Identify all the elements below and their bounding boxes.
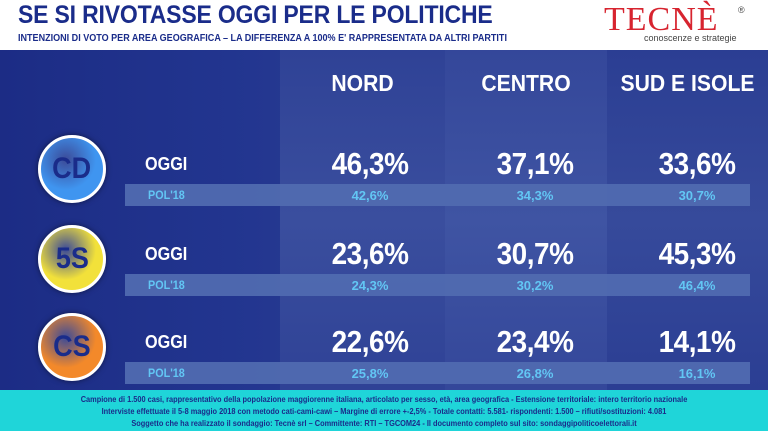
5s-oggi-nord: 23,6% — [331, 236, 409, 271]
footer-line-source: Soggetto che ha realizzato il sondaggio:… — [131, 418, 637, 428]
pol18-label: POL'18 — [148, 278, 185, 292]
party-badge-cs: CS — [38, 313, 106, 381]
column-bg-nord — [280, 50, 445, 390]
page-title: SE SI RIVOTASSE OGGI PER LE POLITICHE — [18, 1, 493, 29]
registered-mark: ® — [738, 5, 745, 15]
pol18-label: POL'18 — [148, 366, 185, 380]
cs-oggi-nord: 22,6% — [331, 324, 409, 359]
cs-oggi-sud: 14,1% — [658, 324, 736, 359]
cd-pol18-nord: 42,6% — [351, 188, 389, 203]
party-label-5s: 5S — [55, 242, 89, 275]
methodology-footer: Campione di 1.500 casi, rappresentativo … — [0, 390, 768, 431]
logo-tagline: conoscenze e strategie — [644, 33, 737, 43]
region-header-sud: SUD E ISOLE — [620, 70, 755, 96]
5s-pol18-centro: 30,2% — [516, 278, 554, 293]
column-bg-centro — [445, 50, 607, 390]
5s-pol18-nord: 24,3% — [351, 278, 389, 293]
5s-oggi-centro: 30,7% — [496, 236, 574, 271]
oggi-label: OGGI — [145, 244, 188, 264]
party-label-cd: CD — [52, 152, 92, 185]
column-bg-sud — [607, 50, 768, 390]
pol18-bar — [125, 362, 750, 384]
pol18-bar — [125, 274, 750, 296]
cd-oggi-nord: 46,3% — [331, 146, 409, 181]
header-bar: SE SI RIVOTASSE OGGI PER LE POLITICHE IN… — [0, 0, 768, 50]
cd-pol18-centro: 34,3% — [516, 188, 554, 203]
footer-line-sample: Campione di 1.500 casi, rappresentativo … — [80, 394, 688, 404]
cd-oggi-centro: 37,1% — [496, 146, 574, 181]
footer-line-interviews: Interviste effettuate il 5-8 maggio 2018… — [101, 406, 667, 416]
results-panel: NORD CENTRO SUD E ISOLE CD OGGI POL'18 4… — [0, 50, 768, 390]
pol18-bar — [125, 184, 750, 206]
cs-pol18-nord: 25,8% — [351, 366, 389, 381]
cs-oggi-centro: 23,4% — [496, 324, 574, 359]
logo-wordmark: TECNÈ — [604, 1, 719, 38]
cd-oggi-sud: 33,6% — [658, 146, 736, 181]
oggi-label: OGGI — [145, 332, 188, 352]
page-subtitle: INTENZIONI DI VOTO PER AREA GEOGRAFICA –… — [18, 32, 507, 44]
party-row-cs: CS OGGI POL'18 22,6% 23,4% 14,1% 25,8% 2… — [0, 300, 768, 390]
pol18-label: POL'18 — [148, 188, 185, 202]
region-header-nord: NORD — [331, 70, 394, 96]
5s-pol18-sud: 46,4% — [678, 278, 716, 293]
party-label-cs: CS — [53, 330, 91, 363]
region-header-centro: CENTRO — [481, 70, 571, 96]
cs-pol18-centro: 26,8% — [516, 366, 554, 381]
party-badge-cd: CD — [38, 135, 106, 203]
oggi-label: OGGI — [145, 154, 188, 174]
party-row-cd: CD OGGI POL'18 46,3% 37,1% 33,6% 42,6% 3… — [0, 122, 768, 212]
party-row-5s: 5S OGGI POL'18 23,6% 30,7% 45,3% 24,3% 3… — [0, 212, 768, 302]
cd-pol18-sud: 30,7% — [678, 188, 716, 203]
cs-pol18-sud: 16,1% — [678, 366, 716, 381]
tecne-logo: TECNÈ ® conoscenze e strategie — [604, 1, 754, 47]
5s-oggi-sud: 45,3% — [658, 236, 736, 271]
party-badge-5s: 5S — [38, 225, 106, 293]
